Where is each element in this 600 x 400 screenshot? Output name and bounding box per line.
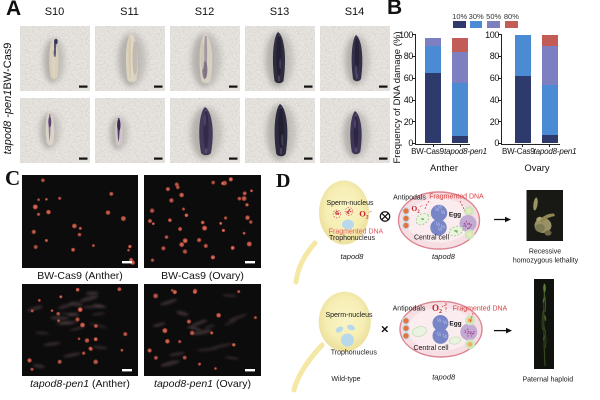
- svg-text:Paternal haploid: Paternal haploid: [523, 377, 574, 384]
- svg-text:O2.-: O2.-: [411, 204, 423, 215]
- svg-text:Recessive: Recessive: [529, 249, 561, 256]
- svg-text:tapod8: tapod8: [341, 252, 365, 261]
- svg-text:tapod8: tapod8: [432, 373, 456, 382]
- svg-text:Central cell: Central cell: [413, 345, 448, 352]
- svg-text:½: ½: [436, 221, 441, 228]
- svg-text:Wild-type: Wild-type: [331, 376, 360, 383]
- svg-text:Sperm-nucleus: Sperm-nucleus: [325, 312, 373, 319]
- svg-text:Antipodals: Antipodals: [393, 195, 426, 202]
- svg-text:Fragmented DNA: Fragmented DNA: [453, 306, 508, 313]
- svg-text:homozygous lethality: homozygous lethality: [513, 258, 579, 265]
- svg-text:½: ½: [438, 204, 443, 211]
- svg-text:×: ×: [381, 322, 389, 337]
- svg-text:Trophonucleus: Trophonucleus: [329, 235, 376, 242]
- svg-text:Trophonucleus: Trophonucleus: [331, 350, 378, 357]
- svg-text:Sperm-nucleus: Sperm-nucleus: [326, 200, 374, 207]
- svg-text:Central cell: Central cell: [414, 235, 449, 242]
- svg-text:½: ½: [443, 333, 448, 340]
- svg-text:½: ½: [441, 224, 446, 231]
- svg-text:½: ½: [437, 331, 442, 338]
- svg-text:Egg: Egg: [449, 321, 461, 328]
- svg-text:½: ½: [438, 226, 443, 233]
- svg-text:½: ½: [441, 209, 446, 216]
- svg-text:Egg: Egg: [449, 211, 461, 218]
- svg-text:Fragmented DNA: Fragmented DNA: [329, 229, 384, 236]
- svg-text:½: ½: [437, 317, 442, 324]
- svg-text:tapod8: tapod8: [432, 252, 456, 261]
- svg-text:½: ½: [435, 206, 440, 213]
- svg-text:Fragmented DNA: Fragmented DNA: [429, 194, 484, 201]
- svg-text:½: ½: [443, 319, 448, 326]
- svg-text:Antipodals: Antipodals: [393, 306, 426, 313]
